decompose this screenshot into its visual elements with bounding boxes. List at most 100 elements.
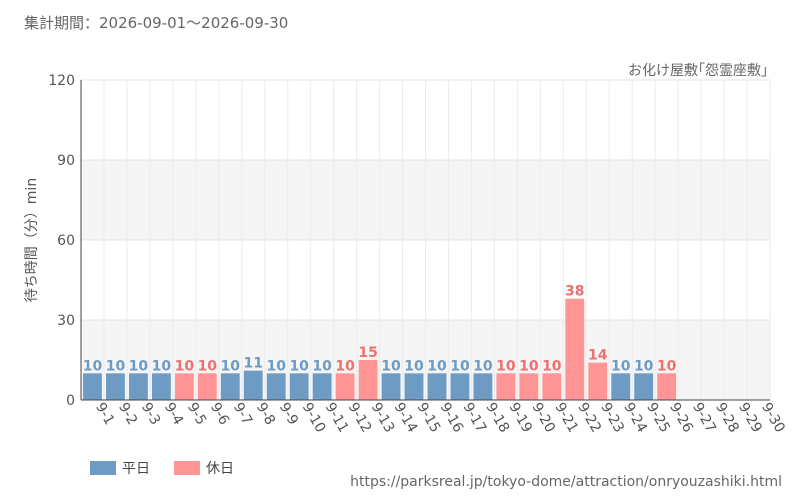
- x-tick-label: 9-19: [505, 400, 535, 436]
- bar: [197, 373, 217, 400]
- axes: [80, 80, 770, 401]
- bar: [450, 373, 470, 400]
- bar-value-label: 10: [542, 358, 562, 374]
- bar: [519, 373, 539, 400]
- x-tick-label: 9-3: [138, 400, 163, 428]
- bar: [588, 362, 608, 400]
- x-tick-label: 9-22: [574, 400, 604, 436]
- bar: [657, 373, 677, 400]
- bar: [473, 373, 493, 400]
- bar-value-label: 10: [198, 358, 218, 374]
- bars: [83, 298, 677, 400]
- bar: [174, 373, 194, 400]
- bar-value-label: 10: [611, 358, 631, 374]
- x-tick-label: 9-26: [666, 400, 696, 436]
- x-tick-label: 9-24: [620, 400, 650, 436]
- x-tick-label: 9-16: [437, 400, 467, 436]
- x-tick-label: 9-29: [735, 400, 765, 436]
- legend-item-weekday: 平日: [90, 458, 150, 478]
- bar-value-label: 10: [175, 358, 195, 374]
- bar: [358, 360, 378, 400]
- bar-value-label: 10: [152, 358, 172, 374]
- x-tick-label: 9-20: [528, 400, 558, 436]
- x-tick-label: 9-2: [115, 400, 140, 428]
- x-tick-label: 9-8: [253, 400, 278, 428]
- bar: [289, 373, 309, 400]
- bar-value-label: 10: [221, 358, 241, 374]
- x-tick-label: 9-4: [161, 400, 186, 428]
- x-tick-label: 9-10: [299, 400, 329, 436]
- bar: [312, 373, 332, 400]
- bar: [611, 373, 631, 400]
- legend-swatch-weekday: [90, 461, 116, 475]
- x-tick-label: 9-17: [459, 400, 489, 436]
- bar: [129, 373, 148, 400]
- bar-value-label: 10: [381, 358, 401, 374]
- x-tick-label: 9-6: [207, 400, 232, 428]
- bar: [496, 373, 516, 400]
- x-tick-labels: 9-19-29-39-49-59-69-79-89-99-109-119-129…: [92, 400, 788, 436]
- x-tick-label: 9-25: [643, 400, 673, 436]
- bar: [106, 373, 125, 400]
- bar: [83, 373, 102, 400]
- legend-label-weekday: 平日: [122, 461, 150, 477]
- bar-value-label: 10: [450, 358, 470, 374]
- bar-value-label: 10: [335, 358, 355, 374]
- legend-label-holiday: 休日: [206, 461, 234, 477]
- bar-value-label: 14: [588, 348, 608, 364]
- y-tick-labels: 0 30 60 90 120: [48, 73, 75, 409]
- bar: [634, 373, 654, 400]
- bar-value-label: 10: [657, 358, 677, 374]
- bar-value-label: 10: [129, 358, 149, 374]
- bar-value-label: 10: [266, 358, 286, 374]
- x-tick-label: 9-1: [92, 400, 117, 428]
- bar: [427, 373, 447, 400]
- x-tick-label: 9-7: [230, 400, 255, 428]
- bar: [335, 373, 355, 400]
- bar-value-label: 10: [496, 358, 516, 374]
- y-tick-label: 90: [57, 153, 75, 169]
- x-tick-label: 9-18: [482, 400, 512, 436]
- bar: [220, 373, 240, 400]
- x-tick-label: 9-14: [391, 400, 421, 436]
- bar: [243, 370, 263, 400]
- grid-lines: [80, 79, 771, 401]
- x-tick-label: 9-23: [597, 400, 627, 436]
- x-tick-label: 9-30: [758, 400, 788, 436]
- bar-value-label: 10: [427, 358, 447, 374]
- x-tick-label: 9-11: [322, 400, 352, 436]
- period-label: 集計期間：2026-09-01～2026-09-30: [24, 14, 289, 32]
- x-tick-label: 9-5: [184, 400, 209, 428]
- bar-value-label: 10: [404, 358, 424, 374]
- legend-item-holiday: 休日: [174, 458, 234, 478]
- bar: [151, 373, 171, 400]
- x-tick-label: 9-15: [414, 400, 444, 436]
- bar: [381, 373, 401, 400]
- x-tick-label: 9-9: [276, 400, 301, 428]
- bar: [404, 373, 424, 400]
- y-tick-label: 30: [57, 313, 75, 329]
- attraction-title: お化け屋敷｢怨霊座敷｣: [628, 63, 768, 79]
- bar: [565, 298, 585, 400]
- bar-value-label: 10: [289, 358, 309, 374]
- x-tick-label: 9-28: [712, 400, 742, 436]
- x-tick-label: 9-13: [368, 400, 398, 436]
- y-axis-label: 待ち時間（分）min: [24, 178, 40, 302]
- x-tick-label: 9-21: [551, 400, 581, 436]
- x-tick-label: 9-27: [689, 400, 719, 436]
- y-tick-label: 60: [57, 233, 75, 249]
- legend: 平日 休日: [90, 458, 234, 478]
- y-tick-label: 120: [48, 73, 75, 89]
- bar-value-label: 38: [565, 284, 584, 300]
- bar: [542, 373, 562, 400]
- bar-value-label: 10: [473, 358, 493, 374]
- bar-value-label: 11: [244, 356, 263, 372]
- y-tick-label: 0: [66, 393, 75, 409]
- bar-value-label: 10: [83, 358, 103, 374]
- bar-value-label: 10: [634, 358, 654, 374]
- bar-value-label: 10: [519, 358, 539, 374]
- bar: [266, 373, 286, 400]
- source-url: https://parksreal.jp/tokyo-dome/attracti…: [350, 474, 782, 490]
